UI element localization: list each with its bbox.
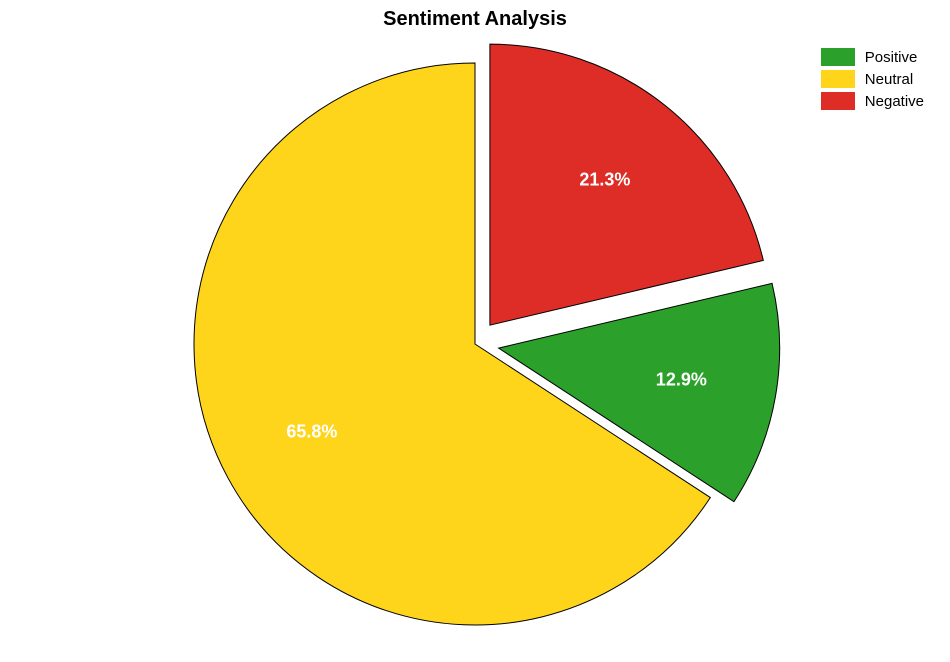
chart-container: Sentiment Analysis 21.3%12.9%65.8% Posit… (0, 0, 950, 662)
legend-label: Neutral (865, 71, 913, 88)
legend: Positive Neutral Negative (821, 48, 924, 114)
legend-item: Neutral (821, 70, 924, 88)
legend-item: Negative (821, 92, 924, 110)
pie-chart (0, 0, 950, 662)
legend-swatch (821, 70, 855, 88)
legend-item: Positive (821, 48, 924, 66)
slice-label: 12.9% (656, 370, 707, 391)
legend-swatch (821, 48, 855, 66)
legend-label: Positive (865, 49, 918, 66)
slice-label: 21.3% (579, 169, 630, 190)
legend-swatch (821, 92, 855, 110)
legend-label: Negative (865, 93, 924, 110)
slice-label: 65.8% (286, 422, 337, 443)
